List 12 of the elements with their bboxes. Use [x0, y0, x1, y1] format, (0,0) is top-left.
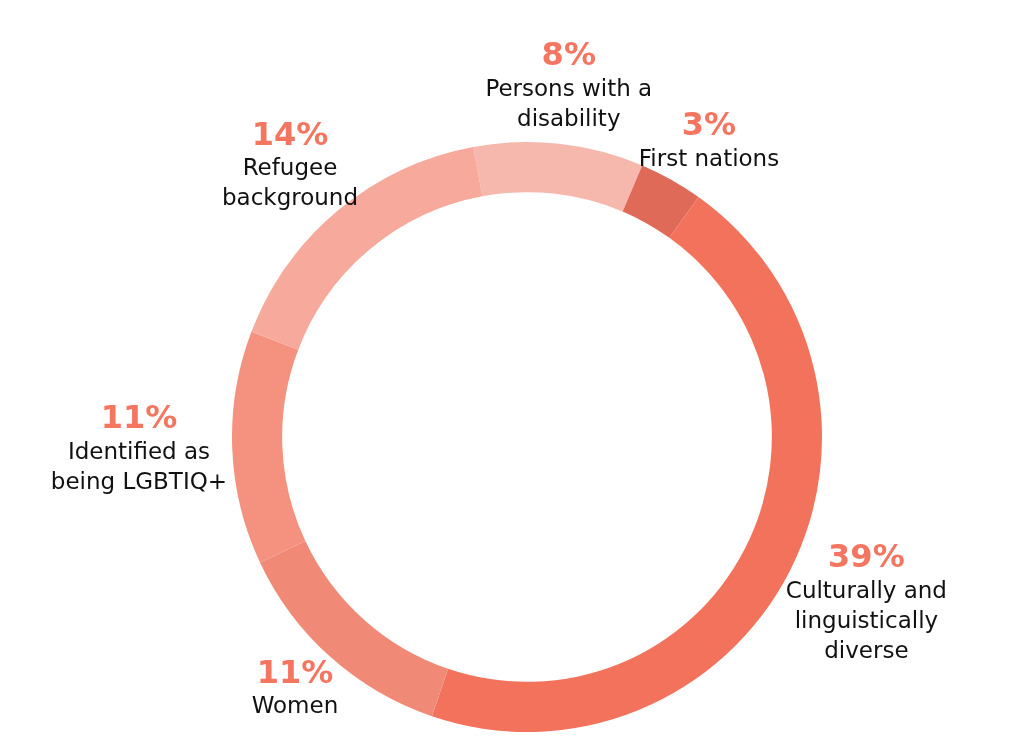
- slice-label: Women: [251, 692, 339, 719]
- data-label: 11%: [256, 652, 334, 691]
- slice-label: Identified as being LGBTIQ+: [50, 438, 228, 495]
- slice-label: Persons with a disability: [485, 74, 653, 131]
- data-label: 11%: [100, 398, 178, 437]
- data-label: 3%: [681, 104, 737, 143]
- data-label: 39%: [828, 537, 905, 576]
- data-label: 14%: [251, 114, 329, 153]
- data-label: 8%: [541, 35, 596, 74]
- slice-label: First nations: [638, 144, 780, 171]
- slice-label: Culturally and linguistically diverse: [785, 576, 947, 663]
- slice-label: Refugee background: [221, 154, 359, 211]
